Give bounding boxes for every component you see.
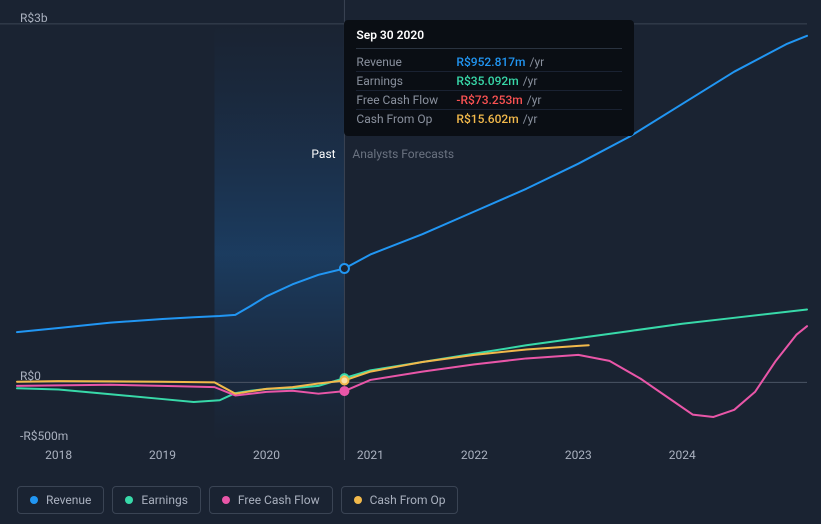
tooltip-metric-value: -R$73.253m [456, 93, 522, 107]
legend-label: Cash From Op [370, 493, 446, 507]
past-label: Past [311, 147, 335, 161]
forecast-label: Analysts Forecasts [352, 147, 454, 161]
x-axis-label: 2021 [357, 448, 384, 462]
tooltip-metric-value: R$952.817m [456, 55, 525, 69]
legend-dot-icon [222, 496, 230, 504]
tooltip-metric-label: Cash From Op [356, 112, 456, 126]
x-axis-label: 2023 [565, 448, 592, 462]
series-line-earnings [17, 309, 807, 402]
tooltip-metric-value: R$15.602m [456, 112, 518, 126]
marker-revenue [340, 264, 349, 273]
tooltip-row: Free Cash Flow-R$73.253m/yr [356, 91, 622, 110]
legend-label: Earnings [141, 493, 188, 507]
legend-item-fcf[interactable]: Free Cash Flow [209, 486, 333, 514]
y-axis-label: R$3b [20, 11, 48, 25]
tooltip-unit: /yr [523, 112, 538, 126]
tooltip-unit: /yr [527, 93, 542, 107]
tooltip-row: EarningsR$35.092m/yr [356, 72, 622, 91]
chart-tooltip: Sep 30 2020 RevenueR$952.817m/yrEarnings… [344, 20, 634, 136]
tooltip-metric-value: R$35.092m [456, 74, 518, 88]
legend-label: Revenue [46, 493, 91, 507]
legend-item-revenue[interactable]: Revenue [17, 486, 104, 514]
tooltip-row: Cash From OpR$15.602m/yr [356, 110, 622, 128]
tooltip-row: RevenueR$952.817m/yr [356, 53, 622, 72]
series-line-fcf [17, 326, 807, 417]
tooltip-unit: /yr [530, 55, 545, 69]
x-axis-label: 2024 [669, 448, 696, 462]
y-axis-label: -R$500m [20, 429, 68, 443]
tooltip-unit: /yr [523, 74, 538, 88]
marker-fcf [340, 387, 348, 395]
tooltip-metric-label: Revenue [356, 55, 456, 69]
financial-chart: R$0 -R$500m R$3b 2018 2019 2020 2021 2022 2023 2… [0, 0, 821, 524]
legend-dot-icon [30, 496, 38, 504]
legend-item-earnings[interactable]: Earnings [112, 486, 201, 514]
legend-dot-icon [354, 496, 362, 504]
legend-label: Free Cash Flow [238, 493, 320, 507]
x-axis-label: 2020 [253, 448, 280, 462]
tooltip-metric-label: Free Cash Flow [356, 93, 456, 107]
tooltip-date: Sep 30 2020 [356, 28, 622, 49]
legend-item-cfo[interactable]: Cash From Op [341, 486, 459, 514]
legend-dot-icon [125, 496, 133, 504]
tooltip-metric-label: Earnings [356, 74, 456, 88]
y-axis-label: R$0 [20, 369, 41, 383]
x-axis-label: 2018 [45, 448, 72, 462]
marker-cfo [340, 376, 348, 384]
chart-legend: Revenue Earnings Free Cash Flow Cash From O… [17, 486, 458, 514]
x-axis-label: 2022 [461, 448, 488, 462]
x-axis-label: 2019 [149, 448, 176, 462]
